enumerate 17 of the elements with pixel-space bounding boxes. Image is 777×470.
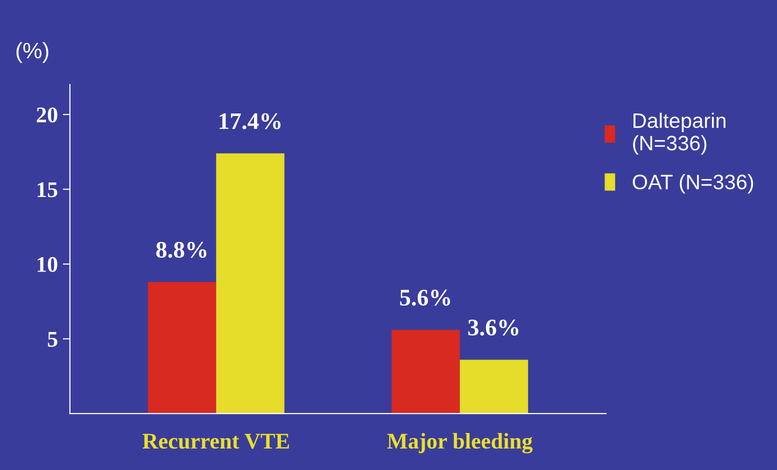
y-tick-label: 15 [38,182,58,198]
data-label: 8.8% [156,242,206,258]
bar [148,282,216,414]
x-tick-label: Major bleeding [387,433,533,454]
y-tick-label: 20 [36,107,58,122]
y-tick-label: 5 [48,332,58,347]
bar [460,360,528,414]
bar [392,330,460,414]
x-tick-label: Recurrent VTE [142,434,289,449]
data-label: 5.6% [400,290,450,306]
legend-label: Dalteparin (N=336) [633,112,726,155]
y-axis-title: (%) [16,42,48,63]
data-label: 17.4% [220,113,281,130]
legend-label: OAT (N=336) [632,174,754,194]
bar [216,153,284,414]
y-tick-label: 10 [38,256,58,272]
data-label: 3.6% [468,320,518,336]
